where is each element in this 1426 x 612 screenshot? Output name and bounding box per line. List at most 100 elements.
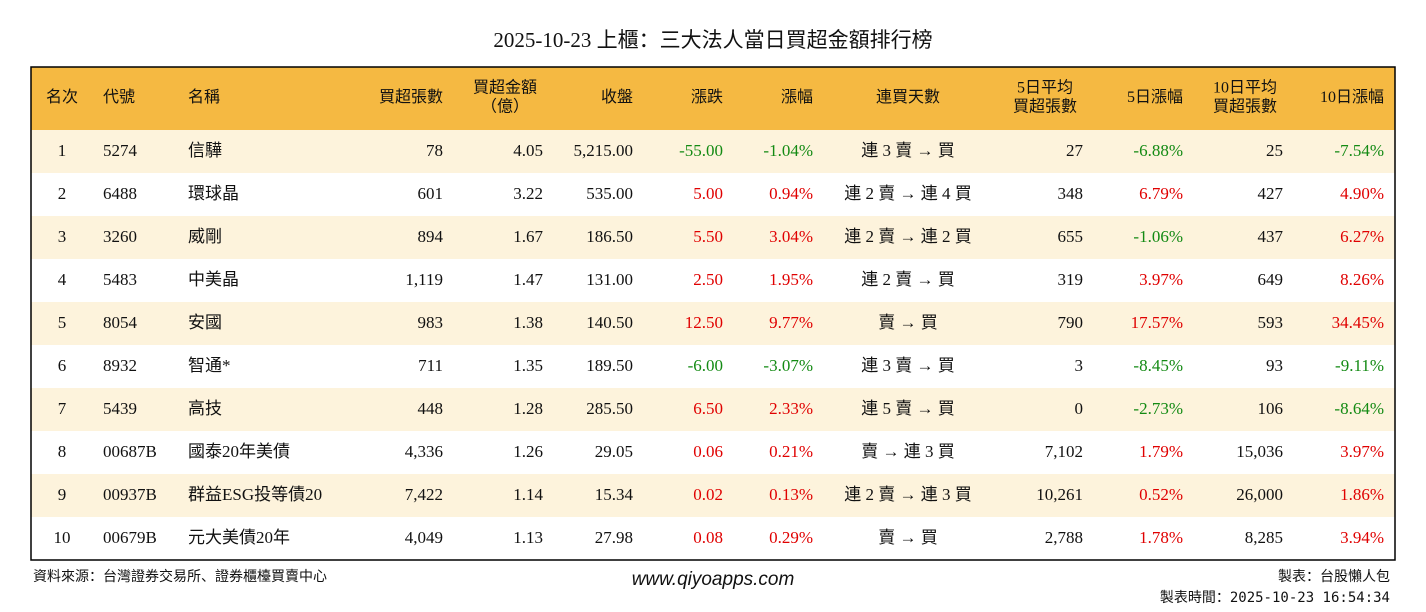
cell: 8,285	[1245, 528, 1283, 547]
cell: 1.13	[513, 528, 543, 547]
cell: 1.67	[513, 227, 543, 246]
header-cell: 5日平均	[1017, 79, 1073, 97]
cell: 0.06	[693, 442, 723, 461]
cell: 3.97%	[1340, 442, 1384, 461]
cell: 3.22	[513, 184, 543, 203]
cell: -6.00	[688, 356, 723, 375]
cell: 高技	[188, 399, 222, 418]
cell: 0.94%	[769, 184, 813, 203]
cell: 6	[58, 356, 67, 375]
cell: -8.45%	[1133, 356, 1183, 375]
cell: 649	[1258, 270, 1284, 289]
cell: 3.04%	[769, 227, 813, 246]
row-bg	[31, 216, 1395, 259]
cell: 12.50	[685, 313, 723, 332]
cell: 437	[1258, 227, 1284, 246]
maker: 製表：台股懶人包	[1278, 569, 1390, 585]
cell: 5.50	[693, 227, 723, 246]
cell: 1.14	[513, 485, 543, 504]
cell: 8	[58, 442, 67, 461]
time: 製表時間：2025-10-23 16:54:34	[1160, 590, 1390, 606]
cell: 6.27%	[1340, 227, 1384, 246]
cell: 0.02	[693, 485, 723, 504]
title: 2025-10-23 上櫃：三大法人當日買超金額排行榜	[493, 28, 932, 52]
cell: 中美晶	[188, 270, 239, 289]
cell: 106	[1258, 399, 1284, 418]
cell: 593	[1258, 313, 1284, 332]
cell: 2.50	[693, 270, 723, 289]
cell: 319	[1058, 270, 1084, 289]
cell: 元大美債20年	[188, 528, 290, 547]
cell: 26,000	[1236, 485, 1283, 504]
cell: 4	[58, 270, 67, 289]
cell: 27	[1066, 141, 1084, 160]
cell: 4.05	[513, 141, 543, 160]
cell: 2.33%	[769, 399, 813, 418]
cell: 5274	[103, 141, 138, 160]
cell: 連 3 賣 → 買	[861, 356, 955, 375]
cell: 3.97%	[1139, 270, 1183, 289]
header-cell: 漲跌	[691, 88, 723, 106]
cell: 189.50	[586, 356, 633, 375]
cell: 賣 → 連 3 買	[861, 442, 955, 461]
cell: 27.98	[595, 528, 633, 547]
cell: 5439	[103, 399, 137, 418]
header-cell: 代號	[103, 88, 135, 106]
cell: 8054	[103, 313, 138, 332]
header-cell: 5日漲幅	[1127, 88, 1183, 106]
row-bg	[31, 474, 1395, 517]
cell: 25	[1266, 141, 1283, 160]
row-bg	[31, 388, 1395, 431]
cell: 0.29%	[769, 528, 813, 547]
cell: 3	[58, 227, 67, 246]
cell: 448	[418, 399, 444, 418]
header-cell: （億）	[481, 98, 529, 116]
cell: 賣 → 買	[878, 528, 938, 547]
cell: 4,049	[405, 528, 443, 547]
cell: 93	[1266, 356, 1283, 375]
cell: 威剛	[188, 227, 222, 246]
cell: 1	[58, 141, 67, 160]
cell: 連 2 賣 → 連 4 買	[844, 184, 972, 203]
cell: 5.00	[693, 184, 723, 203]
cell: 34.45%	[1332, 313, 1384, 332]
cell: 8932	[103, 356, 137, 375]
cell: 1.78%	[1139, 528, 1183, 547]
cell: 78	[426, 141, 443, 160]
cell: 8.26%	[1340, 270, 1384, 289]
cell: 1.86%	[1340, 485, 1384, 504]
cell: 9.77%	[769, 313, 813, 332]
cell: 信驊	[188, 141, 222, 160]
cell: 790	[1058, 313, 1084, 332]
cell: 安國	[188, 313, 222, 332]
cell: 國泰20年美債	[188, 442, 290, 461]
cell: 29.05	[595, 442, 633, 461]
cell: 1,119	[405, 270, 443, 289]
cell: 3260	[103, 227, 137, 246]
cell: 535.00	[586, 184, 633, 203]
cell: 3.94%	[1340, 528, 1384, 547]
cell: 2	[58, 184, 67, 203]
cell: 賣 → 買	[878, 313, 938, 332]
cell: 0.13%	[769, 485, 813, 504]
website: www.qiyoapps.com	[632, 569, 795, 590]
header-cell: 買超金額	[473, 79, 537, 97]
header-cell: 買超張數	[1013, 98, 1077, 116]
header-cell: 10日漲幅	[1320, 88, 1384, 106]
table-border	[30, 66, 1396, 561]
cell: 4,336	[405, 442, 443, 461]
header-cell: 買超張數	[379, 88, 443, 106]
cell: 4.90%	[1340, 184, 1384, 203]
cell: 連 3 賣 → 買	[861, 141, 955, 160]
cell: 348	[1058, 184, 1084, 203]
cell: 601	[418, 184, 444, 203]
header-cell: 名次	[46, 88, 78, 106]
cell: 1.38	[513, 313, 543, 332]
cell: 1.26	[513, 442, 543, 461]
cell: 3	[1075, 356, 1084, 375]
cell: -1.04%	[763, 141, 813, 160]
header-cell: 買超張數	[1213, 98, 1277, 116]
cell: 00687B	[103, 442, 157, 461]
cell: 5,215.00	[574, 141, 634, 160]
